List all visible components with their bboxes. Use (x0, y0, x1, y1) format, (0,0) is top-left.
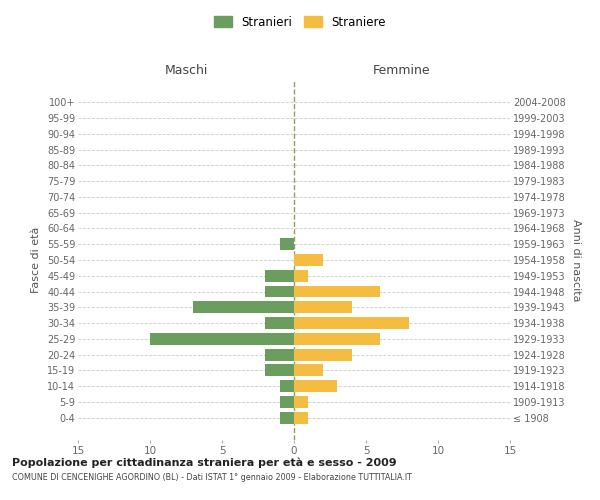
Bar (294, 286, 380, 298)
Bar (294, 380, 337, 392)
Y-axis label: Anni di nascita: Anni di nascita (571, 219, 581, 301)
Text: Popolazione per cittadinanza straniera per età e sesso - 2009: Popolazione per cittadinanza straniera p… (12, 458, 397, 468)
Bar (294, 317, 409, 329)
Text: COMUNE DI CENCENIGHE AGORDINO (BL) - Dati ISTAT 1° gennaio 2009 - Elaborazione T: COMUNE DI CENCENIGHE AGORDINO (BL) - Dat… (12, 472, 412, 482)
Bar (294, 333, 380, 345)
Text: Femmine: Femmine (373, 64, 431, 78)
Bar (294, 254, 323, 266)
Bar (294, 396, 308, 408)
Bar (280, 412, 294, 424)
Bar (294, 348, 352, 360)
Bar (265, 364, 294, 376)
Bar (294, 412, 308, 424)
Bar (294, 302, 352, 313)
Bar (150, 333, 294, 345)
Legend: Stranieri, Straniere: Stranieri, Straniere (209, 11, 391, 34)
Bar (280, 380, 294, 392)
Bar (265, 270, 294, 281)
Text: Maschi: Maschi (164, 64, 208, 78)
Bar (265, 286, 294, 298)
Y-axis label: Fasce di età: Fasce di età (31, 227, 41, 293)
Bar (294, 270, 308, 281)
Bar (280, 396, 294, 408)
Bar (265, 317, 294, 329)
Bar (280, 238, 294, 250)
Bar (265, 348, 294, 360)
Bar (193, 302, 294, 313)
Bar (294, 364, 323, 376)
